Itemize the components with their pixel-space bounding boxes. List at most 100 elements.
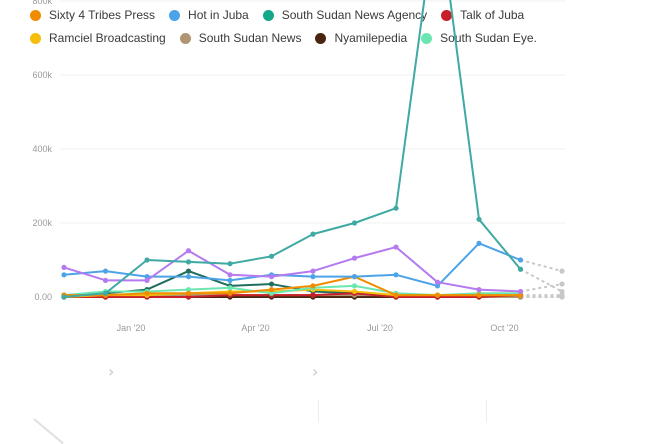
legend-item-ramciel-broadcasting[interactable]: Ramciel Broadcasting <box>30 31 166 45</box>
data-point[interactable] <box>268 253 275 259</box>
legend-item-hot-in-juba[interactable]: Hot in Juba <box>169 8 249 22</box>
series-line <box>64 292 521 298</box>
legend-item-sixty-4-tribes-press[interactable]: Sixty 4 Tribes Press <box>30 8 155 22</box>
legend-marker <box>179 32 191 44</box>
data-point[interactable] <box>61 272 67 278</box>
legend-label: South Sudan News <box>198 31 302 45</box>
forecast-point <box>559 281 565 287</box>
data-point[interactable] <box>227 290 233 296</box>
legend-item-talk-of-juba[interactable]: Talk of Juba <box>441 8 524 22</box>
data-point[interactable] <box>102 277 109 283</box>
data-point[interactable] <box>144 290 150 296</box>
legend-label: South Sudan Eye. <box>440 31 537 45</box>
legend-marker <box>421 32 433 44</box>
data-point[interactable] <box>476 216 482 222</box>
legend-row-2: Ramciel Broadcasting South Sudan News Ny… <box>30 27 650 49</box>
data-point[interactable] <box>102 268 109 274</box>
legend-marker <box>169 9 181 21</box>
data-point[interactable] <box>227 285 233 291</box>
series-line <box>64 275 521 297</box>
data-point[interactable] <box>351 288 358 295</box>
legend-marker <box>30 32 41 44</box>
data-point[interactable] <box>434 292 441 298</box>
data-point[interactable] <box>434 279 441 285</box>
data-point[interactable] <box>144 274 150 280</box>
divider <box>486 400 487 423</box>
forecast-lines <box>520 259 565 300</box>
data-point[interactable] <box>310 292 316 298</box>
legend: Sixty 4 Tribes Press Hot in Juba South S… <box>30 4 650 50</box>
data-point[interactable] <box>351 220 358 226</box>
chevron-right-icon[interactable]: › <box>108 362 115 381</box>
data-point[interactable] <box>310 268 316 274</box>
data-point[interactable] <box>227 261 233 267</box>
legend-label: South Sudan News Agency <box>281 8 428 22</box>
legend-item-south-sudan-news-agency[interactable]: South Sudan News Agency <box>262 8 428 22</box>
data-point[interactable] <box>434 283 441 289</box>
data-point[interactable] <box>310 231 316 237</box>
data-point[interactable] <box>393 244 399 250</box>
data-point[interactable] <box>268 290 275 296</box>
data-point[interactable] <box>144 277 150 283</box>
data-point[interactable] <box>393 205 399 211</box>
data-point[interactable] <box>227 277 233 283</box>
data-point[interactable] <box>476 287 482 293</box>
data-point[interactable] <box>268 287 275 293</box>
data-point[interactable] <box>517 266 524 272</box>
data-point[interactable] <box>185 287 192 293</box>
legend-label: Nyamilepedia <box>334 31 408 45</box>
data-point[interactable] <box>476 240 482 246</box>
data-point[interactable] <box>185 294 192 300</box>
data-point[interactable] <box>393 272 399 278</box>
data-point[interactable] <box>476 292 482 298</box>
y-tick-label: 400k <box>32 144 52 154</box>
data-point[interactable] <box>517 288 524 295</box>
data-point[interactable] <box>185 274 192 280</box>
chevron-right-icon[interactable]: › <box>312 362 319 381</box>
data-point[interactable] <box>310 274 316 280</box>
data-point[interactable] <box>268 281 275 287</box>
series-lines <box>61 0 524 300</box>
data-point[interactable] <box>185 259 192 265</box>
data-point[interactable] <box>185 248 192 254</box>
series <box>61 244 524 295</box>
y-tick-label: 0.00 <box>34 292 52 302</box>
series-line <box>63 242 521 287</box>
legend-label: Talk of Juba <box>460 8 525 22</box>
series <box>61 0 524 300</box>
data-point[interactable] <box>517 292 524 298</box>
legend-label: Ramciel Broadcasting <box>49 31 166 45</box>
data-point[interactable] <box>61 294 67 300</box>
divider <box>318 400 319 423</box>
x-tick-label: Jan '20 <box>117 323 146 333</box>
data-point[interactable] <box>351 283 358 289</box>
legend-label: Hot in Juba <box>188 8 249 22</box>
y-axis-ticks: 0.00200k400k600k800k1.00M <box>32 0 52 302</box>
series-line <box>63 0 522 298</box>
x-tick-label: Apr '20 <box>241 323 269 333</box>
data-point[interactable] <box>351 255 358 261</box>
legend-item-south-sudan-news[interactable]: South Sudan News <box>179 31 302 45</box>
data-point[interactable] <box>102 290 109 296</box>
y-tick-label: 800k <box>32 0 52 6</box>
data-point[interactable] <box>268 274 275 280</box>
legend-marker <box>30 9 41 21</box>
data-point[interactable] <box>351 274 358 280</box>
data-point[interactable] <box>185 268 192 274</box>
legend-marker <box>315 32 327 44</box>
data-point[interactable] <box>144 257 150 263</box>
data-point[interactable] <box>61 264 67 270</box>
data-point[interactable] <box>517 257 524 263</box>
legend-item-south-sudan-eye[interactable]: South Sudan Eye. <box>421 31 537 45</box>
legend-item-nyamilepedia[interactable]: Nyamilepedia <box>315 31 407 45</box>
legend-marker <box>262 9 274 21</box>
data-point[interactable] <box>393 292 399 298</box>
data-point[interactable] <box>310 283 316 289</box>
data-point[interactable] <box>185 290 192 296</box>
forecast-line <box>520 268 563 293</box>
legend-marker <box>441 9 453 21</box>
y-tick-label: 200k <box>32 218 52 228</box>
data-point[interactable] <box>227 272 233 278</box>
forecast-point <box>559 288 565 295</box>
